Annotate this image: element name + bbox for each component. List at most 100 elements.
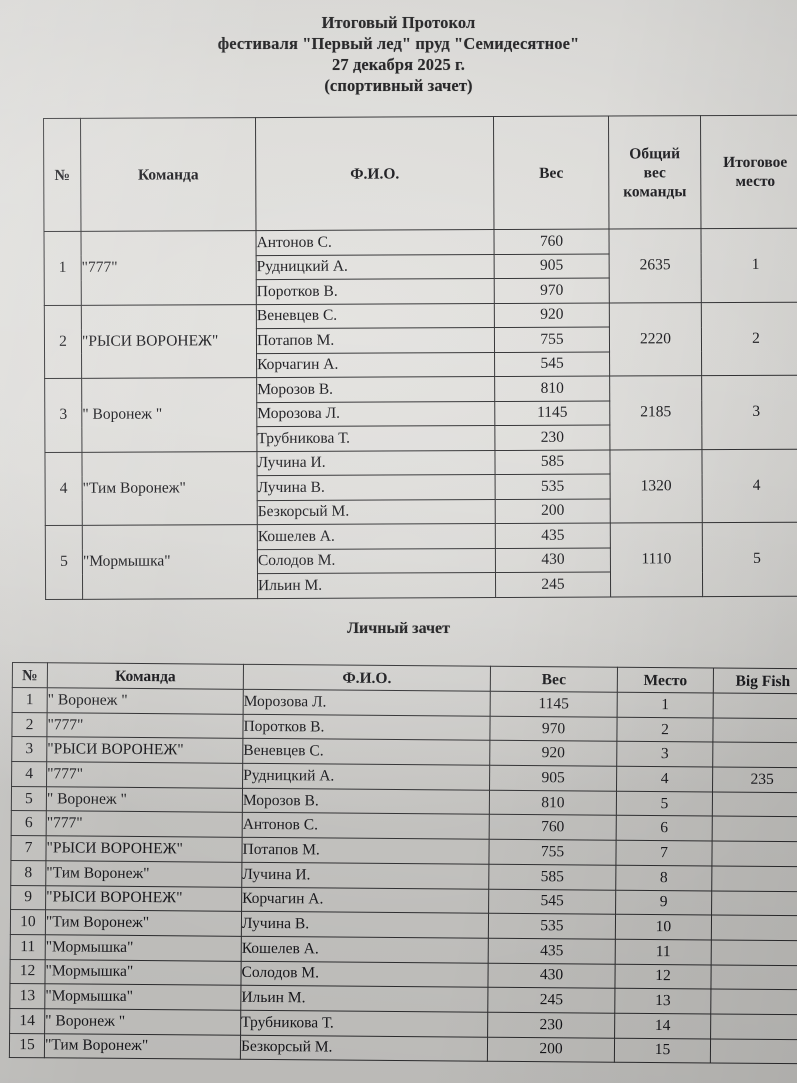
- weight-cell: 545: [488, 888, 616, 915]
- team-final-place-cell: 3: [701, 375, 797, 450]
- row-number-cell: 3: [11, 736, 47, 762]
- team-final-place-cell: 4: [701, 448, 797, 523]
- member-weight-cell: 920: [494, 302, 610, 328]
- weight-cell: 230: [487, 1012, 615, 1038]
- header-place-line-1: Итоговое: [723, 153, 788, 172]
- row-number-cell: 14: [9, 1008, 45, 1034]
- weight-cell: 810: [489, 790, 617, 816]
- angler-name-cell: Кошелев А.: [241, 936, 489, 963]
- angler-name-cell: Солодов М.: [240, 960, 489, 988]
- place-cell: 13: [614, 988, 711, 1014]
- header-team: Команда: [47, 662, 244, 690]
- weight-cell: 920: [489, 740, 617, 767]
- table-row: 5 "Мормышка" Кошелев А. 435 1110 5: [45, 522, 797, 599]
- big-fish-cell: 235: [712, 767, 797, 793]
- angler-name-cell: Потапов М.: [241, 837, 490, 865]
- member-name-cell: Лучина В.: [257, 474, 496, 501]
- row-number-cell: 8: [10, 860, 46, 886]
- team-number-cell: 2: [44, 304, 82, 379]
- member-name-cell: Морозов В.: [256, 376, 495, 403]
- angler-name-cell: Лучина И.: [241, 862, 489, 889]
- title-line-3: 27 декабря 2025 г.: [332, 55, 465, 74]
- table-row: 3 " Воронеж " Морозов В. 810 2185 3: [44, 375, 797, 452]
- place-cell: 10: [615, 914, 712, 940]
- table-row: 15 "Тим Воронеж" Безкорсый М. 200 15: [9, 1033, 797, 1065]
- row-number-cell: 13: [9, 983, 45, 1009]
- member-weight-cell: 905: [494, 253, 610, 279]
- member-name-cell: Безкорсый М.: [257, 499, 496, 525]
- weight-cell: 245: [487, 987, 615, 1014]
- big-fish-cell: [712, 717, 797, 744]
- weight-cell: 200: [487, 1036, 615, 1063]
- member-weight-cell: 430: [495, 547, 611, 573]
- team-total-weight-cell: 2635: [608, 228, 702, 303]
- weight-cell: 430: [487, 962, 616, 989]
- member-name-cell: Лучина И.: [256, 450, 496, 476]
- big-fish-cell: [711, 915, 797, 941]
- team-name-cell: "777": [46, 712, 244, 739]
- member-weight-cell: 435: [495, 523, 611, 549]
- row-number-cell: 2: [11, 712, 48, 738]
- place-cell: 1: [617, 692, 714, 718]
- angler-name-cell: Трубникова Т.: [240, 1010, 488, 1037]
- team-name-cell: "Мормышка": [45, 934, 242, 961]
- team-name-cell: "РЫСИ ВОРОНЕЖ": [81, 304, 257, 379]
- header-total-line-1: Общий: [629, 144, 681, 162]
- team-final-place-cell: 1: [700, 228, 797, 303]
- header-place-line-2: место: [735, 172, 776, 190]
- team-total-weight-cell: 2185: [609, 375, 702, 450]
- header-team: Команда: [80, 117, 256, 232]
- header-weight: Вес: [490, 666, 618, 693]
- team-name-cell: "Тим Воронеж": [45, 909, 242, 937]
- angler-name-cell: Поротков В.: [242, 714, 491, 741]
- member-weight-cell: 755: [494, 327, 610, 353]
- document-title-block: Итоговый Протокол фестиваля "Первый лед"…: [0, 12, 797, 96]
- row-number-cell: 6: [11, 810, 47, 836]
- table-row: 2 "РЫСИ ВОРОНЕЖ" Веневцев С. 920 2220 2: [44, 301, 797, 379]
- table-header-row: № Команда Ф.И.О. Вес Общий вес команды И…: [43, 115, 797, 232]
- weight-cell: 905: [489, 765, 617, 792]
- team-name-cell: "Тим Воронеж": [44, 1033, 241, 1060]
- member-weight-cell: 200: [495, 498, 611, 524]
- angler-name-cell: Корчагин А.: [241, 886, 489, 914]
- member-weight-cell: 245: [495, 572, 611, 598]
- table-row: 1 "777" Антонов С. 760 2635 1: [43, 228, 797, 305]
- place-cell: 8: [615, 865, 712, 891]
- weight-cell: 970: [489, 715, 618, 742]
- header-total-weight: Общий вес команды: [608, 115, 701, 230]
- big-fish-cell: [712, 791, 797, 818]
- team-number-cell: 5: [45, 525, 83, 599]
- header-num: №: [43, 118, 81, 232]
- member-name-cell: Рудницкий А.: [256, 254, 495, 280]
- row-number-cell: 5: [11, 786, 47, 812]
- row-number-cell: 4: [11, 761, 47, 787]
- team-name-cell: "Мормышка": [44, 984, 241, 1011]
- member-weight-cell: 970: [494, 278, 610, 304]
- personal-table-body: 1 " Воронеж " Морозова Л. 11 45 1 2 "777" Поротк…: [9, 687, 797, 1065]
- team-standings-table: № Команда Ф.И.О. Вес Общий вес команды И…: [43, 115, 797, 600]
- team-name-cell: "777": [80, 230, 257, 305]
- team-name-cell: " Воронеж ": [44, 1008, 241, 1035]
- team-name-cell: " Воронеж ": [81, 377, 257, 452]
- header-total-line-3: команды: [623, 182, 687, 200]
- big-fish-cell: [710, 964, 797, 991]
- row-number-cell: 12: [9, 959, 46, 985]
- team-table-header: № Команда Ф.И.О. Вес Общий вес команды И…: [43, 115, 797, 232]
- member-name-cell: Кошелев А.: [257, 523, 496, 550]
- angler-name-cell: Морозова Л.: [243, 689, 491, 716]
- big-fish-cell: [711, 841, 797, 867]
- big-fish-cell: [710, 1013, 797, 1040]
- member-name-cell: Веневцев С.: [256, 303, 495, 329]
- member-name-cell: Морозова Л.: [256, 401, 495, 427]
- place-cell: 7: [615, 840, 713, 866]
- team-name-cell: "РЫСИ ВОРОНЕЖ": [45, 885, 242, 912]
- team-total-weight-cell: 1320: [609, 449, 703, 524]
- header-weight: Вес: [493, 116, 609, 230]
- team-name-cell: "Тим Воронеж": [81, 451, 258, 526]
- place-cell: 11: [615, 939, 712, 965]
- header-big-fish: Big Fish: [713, 668, 797, 694]
- team-name-cell: "РЫСИ ВОРОНЕЖ": [45, 835, 243, 863]
- title-line-1: Итоговый Протокол: [321, 13, 476, 32]
- member-name-cell: Трубникова Т.: [256, 425, 495, 452]
